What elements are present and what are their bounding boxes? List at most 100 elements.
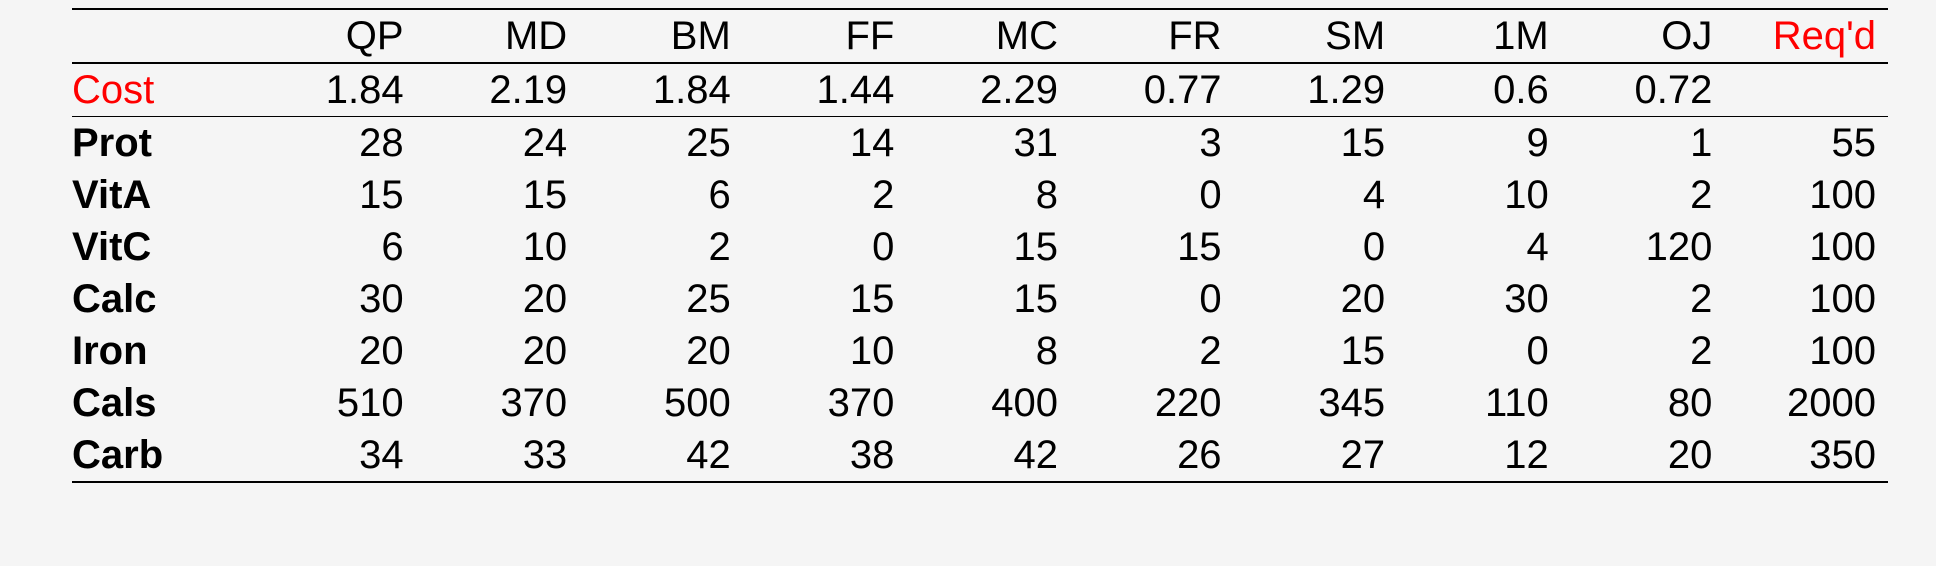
cell: 500 (579, 377, 743, 429)
cell: 15 (252, 169, 416, 221)
cell: 20 (579, 325, 743, 377)
table-header-row: QP MD BM FF MC FR SM 1M OJ Req'd (72, 9, 1888, 63)
row-label: Cost (72, 63, 252, 117)
cell: 30 (252, 273, 416, 325)
row-vitc: VitC 6 10 2 0 15 15 0 4 120 100 (72, 221, 1888, 273)
cell: 0 (1070, 273, 1234, 325)
row-label: Carb (72, 429, 252, 482)
cell: 100 (1724, 169, 1888, 221)
cell: 400 (906, 377, 1070, 429)
cell: 370 (416, 377, 580, 429)
cell: 26 (1070, 429, 1234, 482)
cell: 0 (1397, 325, 1561, 377)
cell: 10 (743, 325, 907, 377)
cell: 25 (579, 117, 743, 170)
cell: 9 (1397, 117, 1561, 170)
cell: 4 (1234, 169, 1398, 221)
cell: 2.19 (416, 63, 580, 117)
cell: 2.29 (906, 63, 1070, 117)
cell: 345 (1234, 377, 1398, 429)
cell: 15 (1234, 325, 1398, 377)
row-label: VitA (72, 169, 252, 221)
cell: 42 (906, 429, 1070, 482)
cell: 2 (1561, 169, 1725, 221)
cell: 8 (906, 169, 1070, 221)
cell: 15 (1070, 221, 1234, 273)
cell: 42 (579, 429, 743, 482)
cell: 15 (906, 273, 1070, 325)
cell: 38 (743, 429, 907, 482)
row-iron: Iron 20 20 20 10 8 2 15 0 2 100 (72, 325, 1888, 377)
table-container: QP MD BM FF MC FR SM 1M OJ Req'd Cost 1.… (0, 0, 1936, 491)
col-1m: 1M (1397, 9, 1561, 63)
cell: 34 (252, 429, 416, 482)
cell: 0.72 (1561, 63, 1725, 117)
cell: 3 (1070, 117, 1234, 170)
row-carb: Carb 34 33 42 38 42 26 27 12 20 350 (72, 429, 1888, 482)
row-label: Calc (72, 273, 252, 325)
cell: 25 (579, 273, 743, 325)
cell: 510 (252, 377, 416, 429)
col-sm: SM (1234, 9, 1398, 63)
cell: 1.44 (743, 63, 907, 117)
cell: 220 (1070, 377, 1234, 429)
cell: 80 (1561, 377, 1725, 429)
cell: 8 (906, 325, 1070, 377)
cell: 10 (1397, 169, 1561, 221)
col-bm: BM (579, 9, 743, 63)
cell: 370 (743, 377, 907, 429)
cell: 14 (743, 117, 907, 170)
cell: 0 (743, 221, 907, 273)
cell (1724, 63, 1888, 117)
cell: 31 (906, 117, 1070, 170)
cell: 4 (1397, 221, 1561, 273)
cell: 0 (1070, 169, 1234, 221)
col-oj: OJ (1561, 9, 1725, 63)
cell: 20 (1561, 429, 1725, 482)
cell: 27 (1234, 429, 1398, 482)
cell: 100 (1724, 221, 1888, 273)
cell: 110 (1397, 377, 1561, 429)
cell: 20 (416, 325, 580, 377)
row-label: Iron (72, 325, 252, 377)
cell: 1.84 (579, 63, 743, 117)
cell: 15 (416, 169, 580, 221)
cell: 33 (416, 429, 580, 482)
cell: 6 (252, 221, 416, 273)
row-label: Prot (72, 117, 252, 170)
nutrition-table: QP MD BM FF MC FR SM 1M OJ Req'd Cost 1.… (72, 8, 1888, 483)
row-cals: Cals 510 370 500 370 400 220 345 110 80 … (72, 377, 1888, 429)
cell: 0 (1234, 221, 1398, 273)
row-calc: Calc 30 20 25 15 15 0 20 30 2 100 (72, 273, 1888, 325)
col-fr: FR (1070, 9, 1234, 63)
col-reqd: Req'd (1724, 9, 1888, 63)
cell: 1.84 (252, 63, 416, 117)
row-vita: VitA 15 15 6 2 8 0 4 10 2 100 (72, 169, 1888, 221)
row-prot: Prot 28 24 25 14 31 3 15 9 1 55 (72, 117, 1888, 170)
cell: 15 (1234, 117, 1398, 170)
cell: 55 (1724, 117, 1888, 170)
cell: 0.6 (1397, 63, 1561, 117)
row-label: Cals (72, 377, 252, 429)
col-md: MD (416, 9, 580, 63)
col-mc: MC (906, 9, 1070, 63)
cell: 2 (1561, 273, 1725, 325)
cell: 2000 (1724, 377, 1888, 429)
cell: 120 (1561, 221, 1725, 273)
cell: 2 (743, 169, 907, 221)
cell: 20 (252, 325, 416, 377)
cell: 0.77 (1070, 63, 1234, 117)
cell: 28 (252, 117, 416, 170)
cell: 12 (1397, 429, 1561, 482)
cell: 2 (1070, 325, 1234, 377)
cell: 350 (1724, 429, 1888, 482)
col-blank (72, 9, 252, 63)
cell: 15 (743, 273, 907, 325)
cell: 2 (1561, 325, 1725, 377)
cell: 20 (416, 273, 580, 325)
cell: 6 (579, 169, 743, 221)
cell: 100 (1724, 273, 1888, 325)
cell: 1.29 (1234, 63, 1398, 117)
cell: 15 (906, 221, 1070, 273)
cell: 20 (1234, 273, 1398, 325)
